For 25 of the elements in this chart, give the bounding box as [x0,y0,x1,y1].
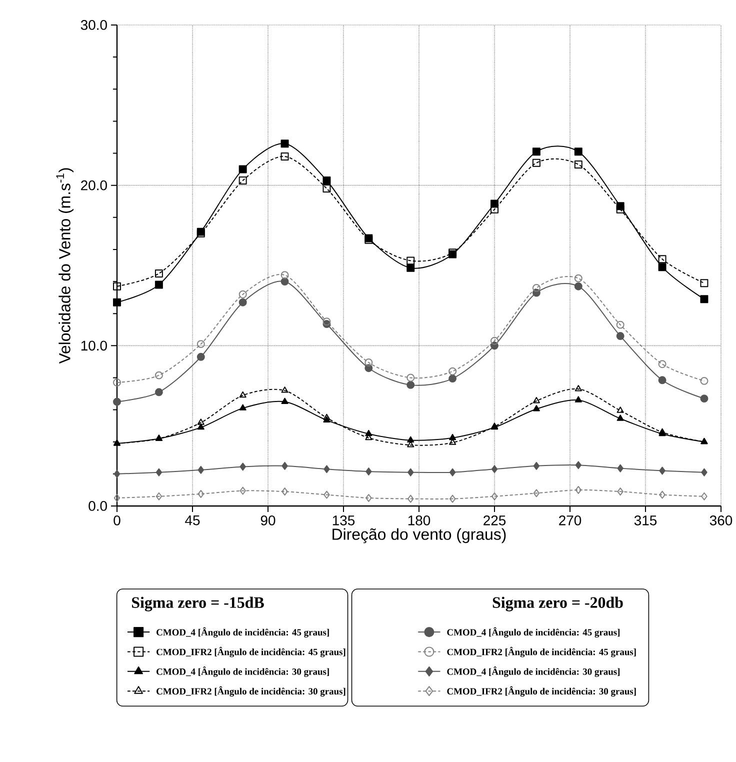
legend-label: CMOD_4 [Ângulo de incidência: 30 graus] [156,666,329,677]
x-tick-label: 270 [559,515,582,526]
y-tick-label: 0.0 [88,501,107,511]
y-tick-label: 20.0 [81,180,107,190]
legend-label: CMOD_4 [Ângulo de incidência: 30 graus] [447,666,620,677]
y-axis-title: Velocidade do Vento (m.s$^{-1}$) [56,168,74,364]
text: Sigma zero = -15dB [132,596,264,612]
legend-label: CMOD_4 [Ângulo de incidência: 45 graus] [156,627,329,638]
x-tick-label: 0 [114,515,120,526]
legend-label: CMOD_IFR2 [Ângulo de incidência: 45 graus] [156,646,346,658]
x-tick-label: 45 [185,515,200,526]
legend-label: CMOD_IFR2 [Ângulo de incidência: 45 graus] [447,646,636,658]
x-tick-label: 135 [332,515,355,526]
y-tick-label: 10.0 [81,340,107,351]
x-tick-label: 90 [260,515,276,526]
legend-label: CMOD_IFR2 [Ângulo de incidência: 30 graus] [447,686,636,697]
x-tick-label: 180 [408,515,430,526]
x-tick-label: 360 [710,515,732,526]
x-tick-label: 315 [634,515,657,526]
legend-label: CMOD_4 [Ângulo de incidência: 45 graus] [447,627,620,638]
x-tick-label: 225 [484,515,506,526]
text: Sigma zero = -20db [492,596,623,612]
y-tick-label: 30.0 [80,20,107,30]
x-axis-title: Direção do vento (graus) [332,528,506,544]
legend-label: CMOD_IFR2 [Ângulo de incidência: 30 graus] [156,686,346,697]
